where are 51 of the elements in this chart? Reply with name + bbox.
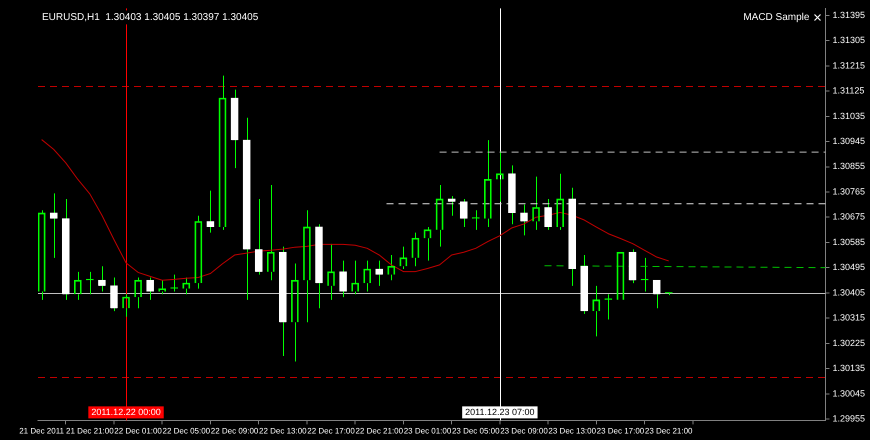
- y-tick-label: 1.30495: [832, 262, 866, 272]
- y-tick-label: 1.31305: [832, 35, 866, 46]
- candlestick: [315, 224, 323, 309]
- x-tick-label: 23 Dec 05:00: [452, 426, 500, 436]
- y-tick-label: 1.29955: [832, 413, 866, 424]
- y-tick-label: 1.31215: [832, 60, 866, 70]
- x-tick-label: 22 Dec 09:00: [210, 426, 259, 436]
- y-tick-label: 1.30135: [832, 363, 866, 374]
- candlestick: [628, 248, 636, 284]
- candlestick: [448, 196, 456, 216]
- y-tick-label: 1.30405: [832, 287, 866, 298]
- y-tick-label: 1.31395: [832, 10, 866, 20]
- y-tick-label: 1.31125: [832, 86, 864, 96]
- chart-title: EURUSD,H1 1.30403 1.30405 1.30397 1.30405: [42, 12, 259, 24]
- x-tick-label: 21 Dec 21:00: [66, 426, 114, 436]
- candlestick: [339, 260, 347, 298]
- x-tick-label: 23 Dec 09:00: [500, 426, 548, 436]
- candlestick: [254, 198, 263, 276]
- x-tick-label: 23 Dec 17:00: [596, 426, 645, 436]
- candlestick: [110, 276, 118, 312]
- candlestick: [568, 187, 576, 286]
- x-tick-label: 23 Dec 01:00: [404, 426, 452, 436]
- x-tick-label: 22 Dec 05:00: [162, 426, 211, 436]
- x-tick-label: 22 Dec 17:00: [307, 426, 356, 436]
- y-tick-label: 1.30315: [832, 312, 866, 323]
- candlestick: [460, 198, 468, 228]
- candlestick: [652, 280, 660, 309]
- candlestick: [508, 164, 516, 225]
- x-tick-label: 23 Dec 13:00: [548, 426, 597, 436]
- ref-line-label: 2011.12.22 00:00: [91, 406, 161, 417]
- y-tick-label: 1.30045: [832, 388, 866, 398]
- ref-line-label: 2011.12.23 07:00: [465, 406, 535, 417]
- y-tick-label: 1.30945: [832, 136, 866, 146]
- y-tick-label: 1.30225: [832, 338, 866, 348]
- x-tick-label: 23 Dec 21:00: [644, 426, 694, 436]
- y-tick-label: 1.30765: [832, 186, 866, 196]
- candlestick: [580, 254, 588, 314]
- candlestick: [242, 117, 250, 300]
- x-tick-label: 22 Dec 21:00: [355, 426, 404, 436]
- y-tick-label: 1.30675: [832, 212, 866, 222]
- x-tick-label: 21 Dec 2011: [19, 426, 65, 436]
- annotation: MACD Sample: [743, 12, 810, 24]
- y-tick-label: 1.30585: [832, 236, 866, 247]
- candlestick: [62, 198, 70, 300]
- candlestick: [544, 198, 552, 230]
- y-tick-label: 1.30855: [832, 161, 866, 172]
- y-tick-label: 1.31035: [832, 110, 866, 121]
- x-tick-label: 22 Dec 01:00: [114, 426, 162, 436]
- candlestick: [230, 89, 238, 169]
- candlestick: [278, 246, 287, 356]
- x-tick-label: 22 Dec 13:00: [259, 426, 308, 436]
